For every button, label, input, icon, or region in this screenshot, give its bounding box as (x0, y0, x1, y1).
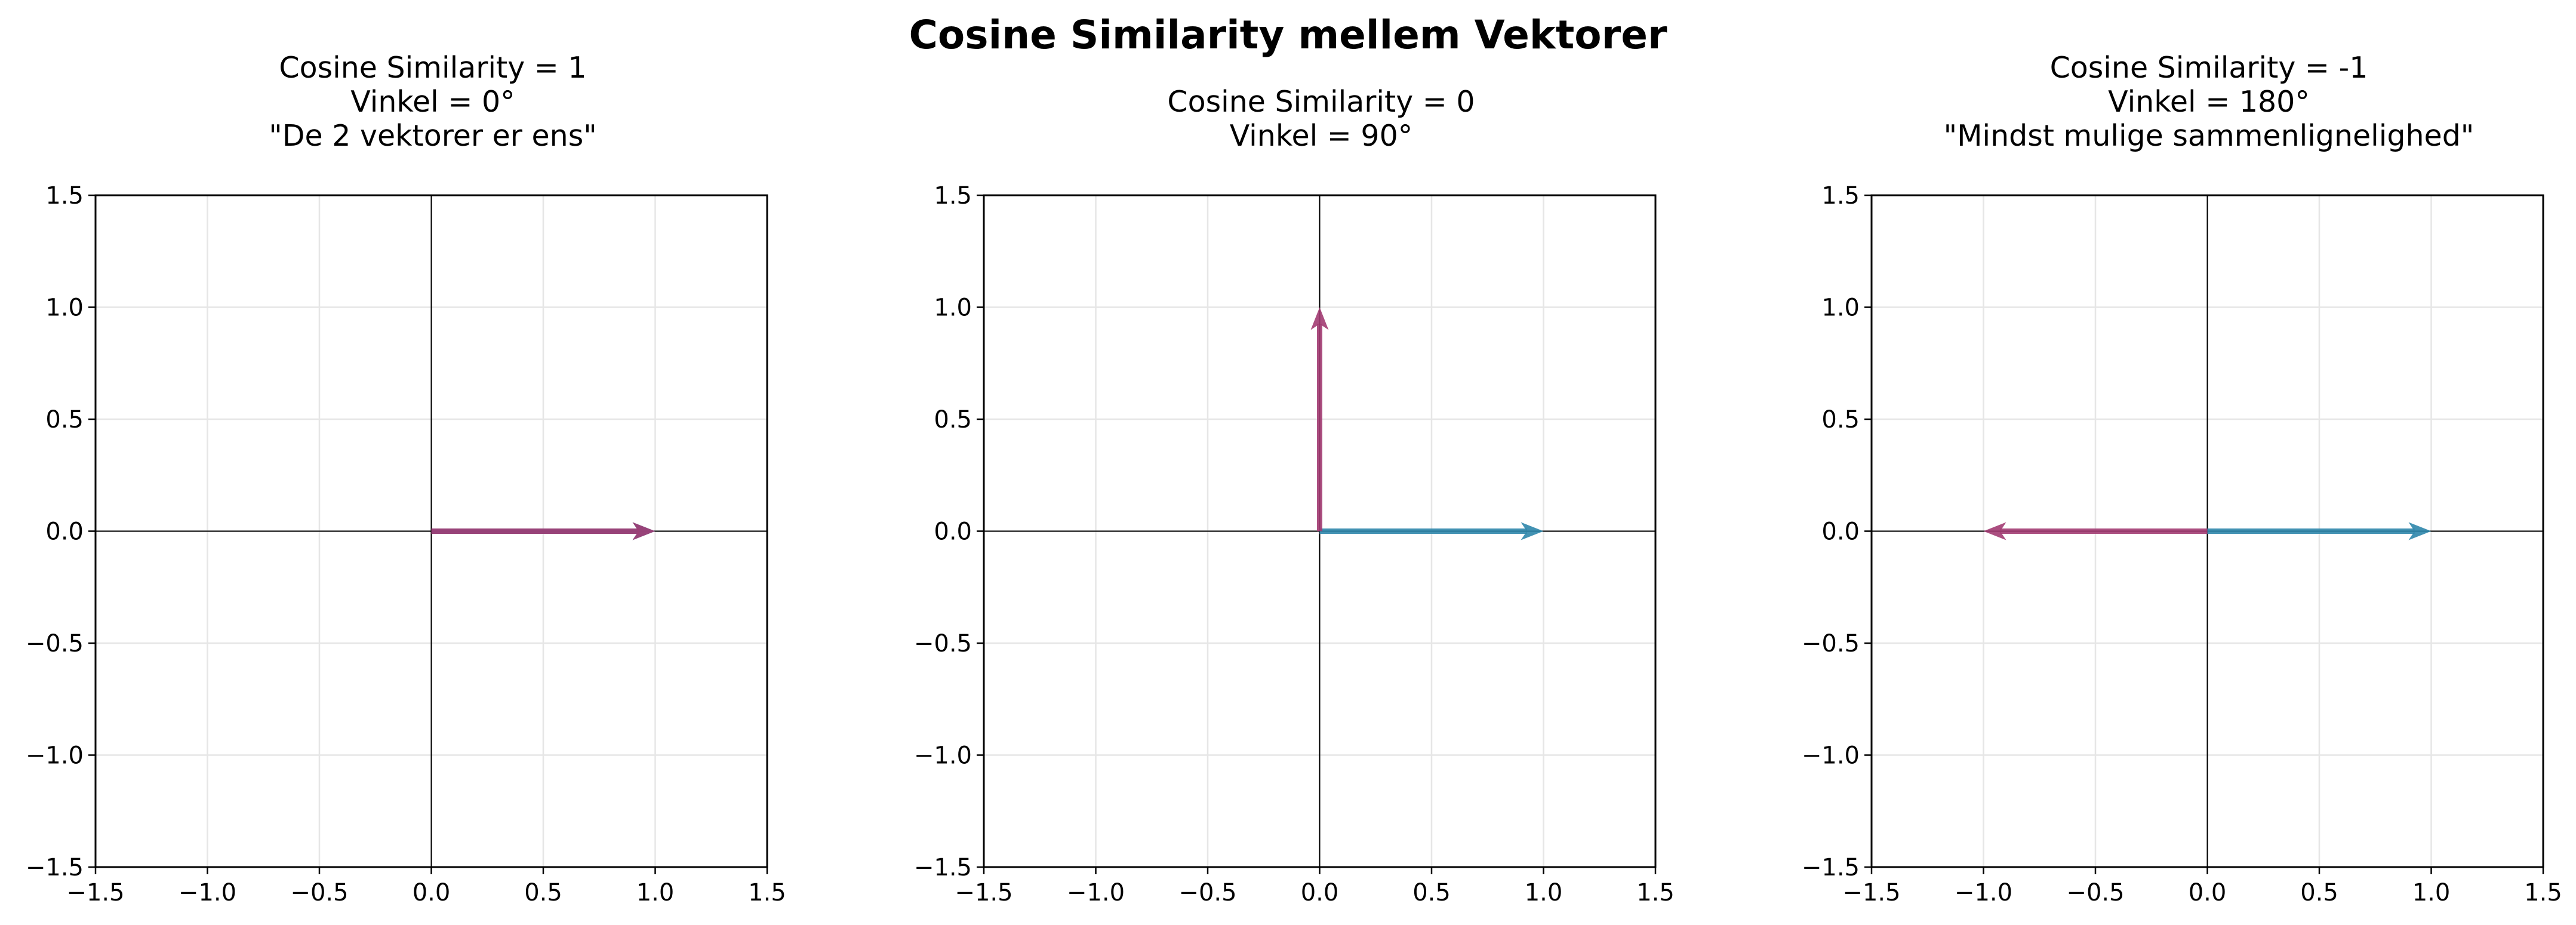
panel-title: Cosine Similarity = -1 Vinkel = 180° "Mi… (1872, 51, 2546, 153)
y-tick-label: 1.0 (45, 294, 84, 322)
y-tick-label: 0.0 (45, 518, 84, 546)
panel-3: −1.5−1.5 −1.0 −1.0 −0.5 −0.5 0.0 0.0 0.5 0.5 1.0 1… (1802, 182, 2562, 906)
x-tick-label: 1.0 (1525, 879, 1563, 906)
panel-title-line: Cosine Similarity = -1 (2049, 51, 2368, 85)
panel-title: Cosine Similarity = 1 Vinkel = 0° "De 2 … (96, 51, 770, 153)
figure-title: Cosine Similarity mellem Vektorer (909, 12, 1667, 58)
y-tick-label: 1.0 (934, 294, 972, 322)
x-tick-label: 0.5 (2300, 879, 2338, 906)
x-tick-label: −1.0 (1067, 879, 1125, 906)
y-tick-label: 0.5 (934, 406, 972, 434)
x-tick-label: −1.5 (1842, 879, 1900, 906)
vector-arrow-head (2408, 522, 2432, 540)
y-tick-label: −1.5 (914, 854, 972, 881)
panel-title-line: Vinkel = 90° (1229, 119, 1413, 153)
x-tick-label: −1.0 (1955, 879, 2012, 906)
x-tick-label: 0.0 (2189, 879, 2227, 906)
y-tick-label: 0.5 (1821, 406, 1860, 434)
y-tick-label: −1.5 (1802, 854, 1860, 881)
x-tick-label: 1.5 (1636, 879, 1675, 906)
y-tick-label: −1.5 (26, 854, 84, 881)
panel-title-line: Vinkel = 0° (350, 85, 515, 119)
y-tick-label: 0.0 (934, 518, 972, 546)
panel-title-line: Vinkel = 180° (2108, 85, 2310, 119)
panel-title-line: Cosine Similarity = 1 (279, 51, 587, 85)
y-tick-label: −1.0 (26, 742, 84, 770)
panel-2: −1.5−1.5 −1.0 −1.0 −0.5 −0.5 0.0 0.0 0.5 0.5 1.0 1… (914, 182, 1675, 906)
x-tick-label: −1.0 (178, 879, 236, 906)
x-tick-label: 1.5 (748, 879, 786, 906)
y-tick-label: −0.5 (914, 630, 972, 657)
y-tick-label: 0.0 (1821, 518, 1860, 546)
y-tick-label: 1.5 (1821, 182, 1860, 210)
x-tick-label: −1.5 (955, 879, 1012, 906)
vector-arrow-head (1983, 522, 2006, 540)
x-tick-label: 1.0 (636, 879, 675, 906)
vector-arrow-head (1310, 307, 1329, 330)
vector-arrow-head (632, 522, 655, 540)
x-tick-label: −0.5 (2066, 879, 2124, 906)
panel-title-line: "De 2 vektorer er ens" (269, 119, 597, 153)
x-tick-label: −0.5 (290, 879, 348, 906)
y-tick-label: 1.5 (45, 182, 84, 210)
x-tick-label: 1.0 (2412, 879, 2451, 906)
vector-arrow-head (1521, 522, 1544, 540)
panel-1: −1.5−1.5 −1.0 −1.0 −0.5 −0.5 0.0 0.0 0.5 0.5 1.0 1… (26, 182, 786, 906)
y-tick-label: −1.0 (914, 742, 972, 770)
panel-title-line: Cosine Similarity = 0 (1167, 85, 1475, 119)
y-tick-label: −0.5 (1802, 630, 1860, 657)
panel-title: Cosine Similarity = 0 Vinkel = 90° (984, 85, 1658, 153)
y-tick-label: 1.5 (934, 182, 972, 210)
x-tick-label: 0.0 (413, 879, 451, 906)
panel-title-line: "Mindst mulige sammenlignelighed" (1943, 119, 2475, 153)
y-tick-label: −1.0 (1802, 742, 1860, 770)
x-tick-label: 0.5 (1412, 879, 1451, 906)
y-tick-label: 1.0 (1821, 294, 1860, 322)
x-tick-label: 0.5 (524, 879, 562, 906)
x-tick-label: −0.5 (1178, 879, 1236, 906)
x-tick-label: −1.5 (66, 879, 124, 906)
y-tick-label: −0.5 (26, 630, 84, 657)
y-tick-label: 0.5 (45, 406, 84, 434)
x-tick-label: 1.5 (2524, 879, 2562, 906)
x-tick-label: 0.0 (1301, 879, 1339, 906)
